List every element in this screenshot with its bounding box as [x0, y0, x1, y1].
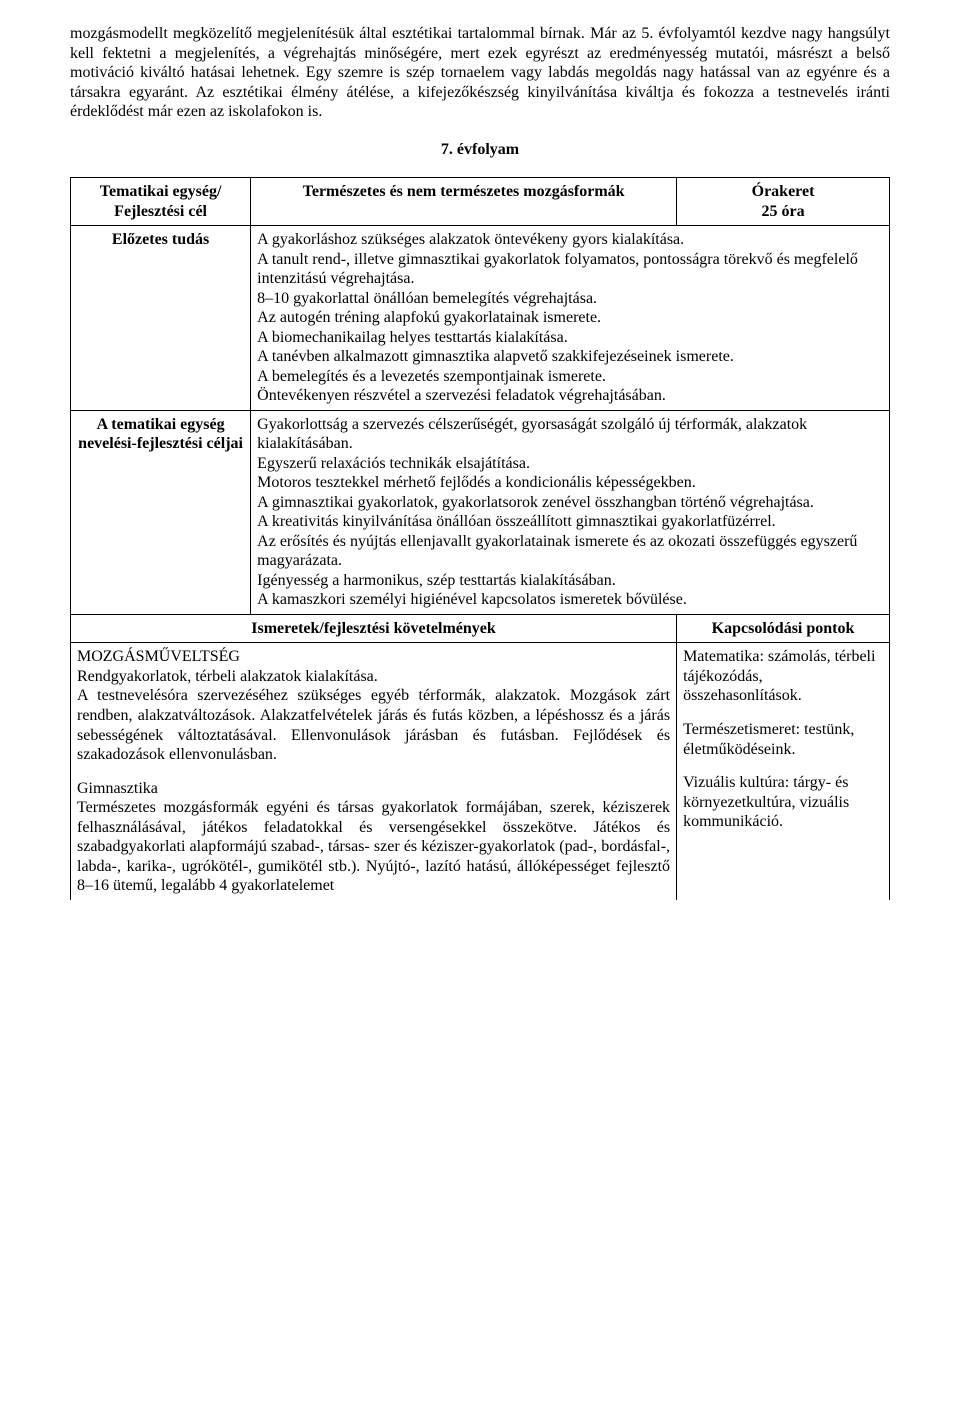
label-celjai: A tematikai egység nevelési-fejlesztési … — [71, 410, 251, 614]
label-elozetes: Előzetes tudás — [71, 226, 251, 411]
kapcs-p3: Vizuális kultúra: tárgy- és környezetkul… — [683, 773, 883, 832]
ismeretek-body: MOZGÁSMŰVELTSÉG Rendgyakorlatok, térbeli… — [71, 643, 677, 900]
ismeretek-p1: MOZGÁSMŰVELTSÉG Rendgyakorlatok, térbeli… — [77, 647, 670, 764]
table-row: MOZGÁSMŰVELTSÉG Rendgyakorlatok, térbeli… — [71, 643, 890, 900]
kapcs-p2: Természetismeret: testünk, életműködései… — [683, 720, 883, 759]
kapcs-header: Kapcsolódási pontok — [677, 614, 890, 643]
table-row: Tematikai egység/ Fejlesztési cél Termés… — [71, 178, 890, 226]
table-row: Előzetes tudás A gyakorláshoz szükséges … — [71, 226, 890, 411]
grade-heading: 7. évfolyam — [70, 140, 890, 160]
ismeretek-p1-text: Rendgyakorlatok, térbeli alakzatok kiala… — [77, 668, 670, 763]
theme-title: Természetes és nem természetes mozgásfor… — [251, 178, 677, 226]
label-orakeret: Órakeret 25 óra — [677, 178, 890, 226]
ismeretek-header: Ismeretek/fejlesztési követelmények — [71, 614, 677, 643]
curriculum-table: Tematikai egység/ Fejlesztési cél Termés… — [70, 177, 890, 900]
ismeretek-p2-title: Gimnasztika — [77, 780, 158, 797]
ismeretek-p2: Gimnasztika Természetes mozgásformák egy… — [77, 779, 670, 896]
intro-paragraph: mozgásmodellt megközelítő megjelenítésük… — [70, 24, 890, 122]
elozetes-body-text: A gyakorláshoz szükséges alakzatok öntev… — [257, 230, 883, 406]
ismeretek-p1-title: MOZGÁSMŰVELTSÉG — [77, 648, 240, 665]
ismeretek-p2-text: Természetes mozgásformák egyéni és társa… — [77, 799, 670, 894]
label-tematikai: Tematikai egység/ Fejlesztési cél — [71, 178, 251, 226]
table-row: Ismeretek/fejlesztési követelmények Kapc… — [71, 614, 890, 643]
elozetes-body: A gyakorláshoz szükséges alakzatok öntev… — [251, 226, 890, 411]
kapcs-p1: Matematika: számolás, térbeli tájékozódá… — [683, 647, 883, 706]
table-row: A tematikai egység nevelési-fejlesztési … — [71, 410, 890, 614]
celjai-body: Gyakorlottság a szervezés célszerűségét,… — [251, 410, 890, 614]
celjai-body-text: Gyakorlottság a szervezés célszerűségét,… — [257, 415, 883, 610]
kapcs-body: Matematika: számolás, térbeli tájékozódá… — [677, 643, 890, 900]
label-tematikai-text: Tematikai egység/ Fejlesztési cél — [100, 183, 222, 220]
